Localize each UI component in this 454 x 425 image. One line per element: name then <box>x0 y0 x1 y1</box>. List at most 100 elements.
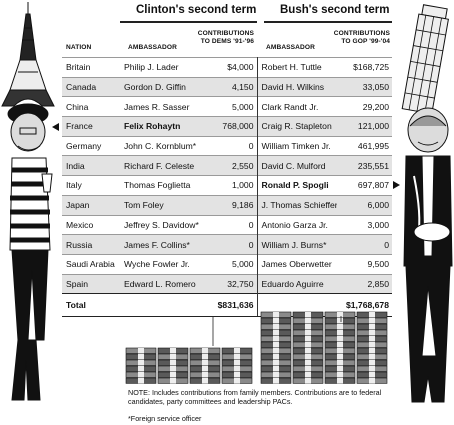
clinton-stack-bill-band <box>138 354 144 360</box>
bush-ambassador-cell: James Oberwetter <box>257 253 337 275</box>
bush-stack-bill-band <box>369 342 375 348</box>
clinton-ambassador-cell: John C. Kornblum* <box>120 135 207 156</box>
clinton-contribution-cell: 0 <box>207 214 258 235</box>
col-bush-ambassador: AMBASSADOR <box>266 44 315 51</box>
bush-contribution-cell: 33,050 <box>337 76 392 97</box>
clinton-ambassador-cell: Richard F. Celeste <box>120 155 207 176</box>
bush-stack-bill-band <box>305 324 311 330</box>
col-clinton-ambassador: AMBASSADOR <box>128 44 177 51</box>
clinton-caricature <box>7 103 53 401</box>
clinton-contribution-cell: 5,000 <box>207 253 258 275</box>
bush-ambassador-cell: Robert H. Tuttle <box>257 57 337 78</box>
bush-contribution-cell: 2,850 <box>337 273 392 294</box>
clinton-stack-bill-band <box>202 372 208 378</box>
bush-stack-bill-band <box>305 318 311 324</box>
bush-stack-bill-band <box>369 372 375 378</box>
bush-contribution-cell: 29,200 <box>337 96 392 117</box>
bush-stack-bill-band <box>305 372 311 378</box>
table-row: Mexico Jeffrey S. Davidow* 0 Antonio Garza … <box>62 214 392 235</box>
clinton-contribution-cell: 2,550 <box>207 155 258 176</box>
bush-contribution-cell: 121,000 <box>337 116 392 137</box>
table-row: Canada Gordon D. Giffin 4,150 David H. Wilk… <box>62 76 392 97</box>
table-row: India Richard F. Celeste 2,550 David C. Mul… <box>62 155 392 176</box>
bush-stack-bill-band <box>273 378 279 384</box>
clinton-ambassador-cell: Jeffrey S. Davidow* <box>120 214 207 235</box>
nation-cell: Britain <box>62 57 120 78</box>
bush-stack-bill-band <box>337 354 343 360</box>
bush-stack-bill-band <box>337 348 343 354</box>
footnote-text: *Foreign service officer <box>128 414 202 423</box>
bush-contribution-cell: 9,500 <box>337 253 392 275</box>
clinton-contribution-cell: $4,000 <box>207 57 258 78</box>
bush-stack-bill-band <box>369 366 375 372</box>
bush-ambassador-cell: William J. Burns* <box>257 234 337 255</box>
bush-ambassador-cell: Antonio Garza Jr. <box>257 214 337 235</box>
table-row: Saudi Arabia Wyche Fowler Jr. 5,000 James O… <box>62 253 392 275</box>
nation-cell: Japan <box>62 194 120 215</box>
clinton-stack-bill-band <box>234 366 240 372</box>
bush-money-stack <box>260 311 388 384</box>
clinton-stack-bill-band <box>234 354 240 360</box>
clinton-stack-bill-band <box>202 354 208 360</box>
clinton-stack-bill-band <box>170 348 176 354</box>
bush-stack-bill-band <box>337 336 343 342</box>
clinton-ambassador-cell: Edward L. Romero <box>120 273 207 294</box>
clinton-stack-bill-band <box>138 378 144 384</box>
table-row: Spain Edward L. Romero 32,750 Eduardo Aguir… <box>62 273 392 294</box>
bush-contribution-cell: 0 <box>337 234 392 255</box>
clinton-stack-bill-band <box>138 372 144 378</box>
table-row: Germany John C. Kornblum* 0 William Timken … <box>62 135 392 156</box>
clinton-stack-bill-band <box>138 360 144 366</box>
clinton-stack-bill-band <box>170 378 176 384</box>
france-arrow-icon <box>52 123 59 131</box>
bush-stack-bill-band <box>337 366 343 372</box>
bush-stack-bill-band <box>369 324 375 330</box>
bush-ambassador-caricature <box>403 107 453 403</box>
bush-stack-bill-band <box>337 342 343 348</box>
clinton-contribution-cell: 768,000 <box>207 116 258 137</box>
col-nation: NATION <box>66 44 92 51</box>
bush-stack-bill-band <box>273 330 279 336</box>
clinton-term-header: Clinton's second term <box>136 4 257 16</box>
bush-stack-bill-band <box>273 312 279 318</box>
clinton-ambassador-cell: Gordon D. Giffin <box>120 76 207 97</box>
clinton-stack-bill-band <box>138 348 144 354</box>
clinton-stack-bill-band <box>170 372 176 378</box>
eiffel-tower-illustration <box>1 2 55 107</box>
nation-cell: Mexico <box>62 214 120 235</box>
bush-stack-bill-band <box>273 372 279 378</box>
bush-stack-bill-band <box>305 360 311 366</box>
clinton-contribution-cell: 0 <box>207 135 258 156</box>
ambassador-table: Britain Philip J. Lader $4,000 Robert H. Tu… <box>62 57 392 349</box>
clinton-ambassador-cell: Felix Rohaytn <box>120 116 207 137</box>
bush-stack-bill-band <box>369 318 375 324</box>
bush-stack-bill-band <box>305 312 311 318</box>
table-row: China James R. Sasser 5,000 Clark Randt Jr.… <box>62 96 392 117</box>
bush-stack-bill-band <box>273 342 279 348</box>
clinton-contribution-cell: 9,186 <box>207 194 258 215</box>
clinton-stack-bill-band <box>170 360 176 366</box>
bush-stack-bill-band <box>305 336 311 342</box>
bush-stack-bill-band <box>337 324 343 330</box>
table-row: Britain Philip J. Lader $4,000 Robert H. Tu… <box>62 57 392 78</box>
nation-cell: Russia <box>62 234 120 255</box>
clinton-contribution-cell: 5,000 <box>207 96 258 117</box>
bush-stack-bill-band <box>337 378 343 384</box>
clinton-stack-bill-band <box>170 354 176 360</box>
bush-stack-bill-band <box>369 312 375 318</box>
clinton-header-rule <box>120 21 257 23</box>
bush-term-header: Bush's second term <box>280 4 390 16</box>
bush-stack-bill-band <box>273 318 279 324</box>
clinton-ambassador-cell: James R. Sasser <box>120 96 207 117</box>
clinton-stack-bill-band <box>202 348 208 354</box>
bush-stack-bill-band <box>273 348 279 354</box>
table-row: Russia James F. Collins* 0 William J. Burns… <box>62 234 392 255</box>
table-row: Italy Thomas Foglietta 1,000 Ronald P. Spog… <box>62 175 392 196</box>
bush-stack-bill-band <box>273 366 279 372</box>
total-label: Total <box>62 293 120 318</box>
pisa-tower-illustration <box>401 4 449 115</box>
clinton-ambassador-cell: James F. Collins* <box>120 234 207 255</box>
bush-ambassador-cell: J. Thomas Schieffer <box>257 194 337 215</box>
bush-ambassador-cell: David H. Wilkins <box>257 76 337 97</box>
bush-contribution-cell: 697,807 <box>337 175 392 196</box>
